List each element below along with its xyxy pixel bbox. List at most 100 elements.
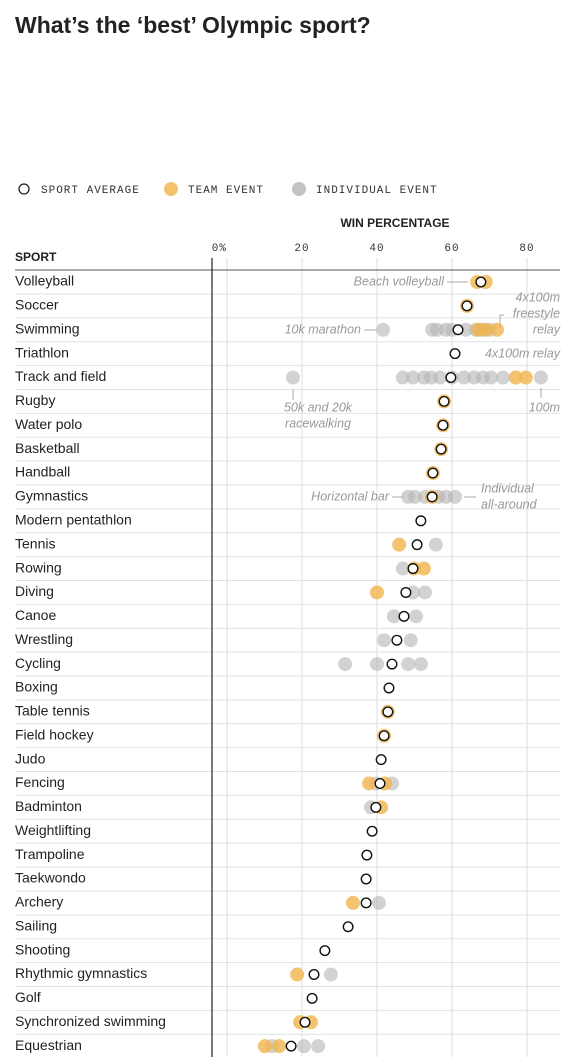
category-label: Field hockey: [15, 726, 94, 742]
category-label: Gymnastics: [15, 488, 88, 504]
category-label: Synchronized swimming: [15, 1013, 166, 1029]
individual-dot: [418, 585, 432, 600]
team-dot: [416, 561, 431, 576]
average-dot: [438, 395, 450, 407]
annotation: 100m: [529, 400, 560, 414]
team-dot: [478, 322, 493, 337]
average-dot: [370, 801, 382, 813]
category-label: Water polo: [15, 416, 82, 432]
category-label: Swimming: [15, 320, 80, 336]
individual-dot: [403, 633, 418, 648]
average-dot: [437, 419, 449, 431]
category-label: Rhythmic gymnastics: [15, 965, 147, 981]
team-dot: [346, 895, 360, 910]
category-label: Triathlon: [15, 344, 69, 360]
annotation: freestyle: [513, 306, 560, 320]
average-dot: [383, 682, 395, 694]
annotation: 50k and 20k: [284, 400, 353, 414]
category-label: Basketball: [15, 440, 80, 456]
x-axis-label: WIN PERCENTAGE: [340, 216, 449, 230]
individual-dot: [457, 370, 471, 385]
category-label: Rowing: [15, 559, 62, 575]
average-dot: [308, 969, 320, 981]
category-label: Modern pentathlon: [15, 512, 132, 528]
x-tick-label: 80: [519, 243, 534, 255]
average-dot: [360, 873, 372, 885]
annotation: 4x100m relay: [485, 346, 561, 360]
average-dot: [306, 992, 318, 1004]
annotation: Beach volleyball: [354, 274, 446, 288]
individual-dot: [376, 322, 390, 337]
average-dot: [426, 491, 438, 503]
annotation: Individual: [481, 481, 535, 495]
annotation: Horizontal bar: [311, 489, 390, 503]
team-dot: [370, 585, 384, 600]
average-dot: [374, 777, 386, 789]
category-label: Track and field: [15, 368, 106, 384]
annotation: racewalking: [285, 416, 351, 430]
average-dot: [427, 467, 439, 479]
average-dot: [285, 1040, 297, 1052]
average-dot: [449, 348, 461, 360]
average-dot: [415, 515, 427, 527]
individual-dot: [371, 895, 386, 910]
category-label: Volleyball: [15, 273, 74, 289]
average-dot: [342, 921, 354, 933]
average-dot: [400, 586, 412, 598]
individual-dot: [386, 609, 401, 624]
legend-swatch: [292, 182, 306, 196]
legend-label: INDIVIDUAL EVENT: [316, 185, 438, 197]
individual-dot: [433, 370, 447, 385]
category-label: Taekwondo: [15, 870, 86, 886]
individual-dot: [428, 537, 443, 552]
category-label: Badminton: [15, 798, 82, 814]
average-dot: [461, 300, 473, 312]
category-label: Fencing: [15, 774, 65, 790]
team-dot: [490, 322, 504, 337]
individual-dot: [484, 370, 498, 385]
category-label: Sailing: [15, 917, 57, 933]
x-tick-label: 40: [369, 243, 384, 255]
annotation: 4x100m: [516, 290, 560, 304]
team-dot: [272, 1039, 287, 1054]
individual-dot: [395, 561, 410, 576]
individual-dot: [458, 322, 473, 337]
category-header: SPORT: [15, 250, 57, 264]
average-dot: [475, 276, 487, 288]
individual-dot: [338, 657, 353, 672]
category-label: Wrestling: [15, 631, 73, 647]
category-label: Archery: [15, 894, 63, 910]
individual-dot: [377, 633, 392, 648]
category-label: Canoe: [15, 607, 56, 623]
team-dot: [508, 370, 523, 385]
team-dot: [257, 1039, 272, 1054]
category-label: Boxing: [15, 679, 58, 695]
annotation: all-around: [481, 497, 538, 511]
average-dot: [366, 825, 378, 837]
chart-title: What’s the ‘best’ Olympic sport?: [15, 12, 371, 38]
team-dot: [392, 537, 407, 552]
individual-dot: [413, 657, 428, 672]
category-label: Weightlifting: [15, 822, 91, 838]
category-label: Rugby: [15, 392, 55, 408]
individual-dot: [311, 1039, 326, 1054]
average-dot: [452, 324, 464, 336]
individual-dot: [409, 609, 423, 624]
category-label: Handball: [15, 464, 70, 480]
individual-dot: [323, 967, 338, 982]
average-dot: [378, 730, 390, 742]
legend-swatch: [18, 183, 30, 195]
team-dot: [518, 370, 533, 385]
team-dot: [290, 967, 305, 982]
average-dot: [407, 563, 419, 575]
average-dot: [386, 658, 398, 670]
average-dot: [445, 372, 457, 384]
category-label: Table tennis: [15, 703, 90, 719]
category-label: Trampoline: [15, 846, 85, 862]
average-dot: [435, 443, 447, 455]
category-label: Equestrian: [15, 1037, 82, 1053]
average-dot: [398, 610, 410, 622]
category-label: Shooting: [15, 941, 70, 957]
legend-label: SPORT AVERAGE: [41, 185, 140, 197]
